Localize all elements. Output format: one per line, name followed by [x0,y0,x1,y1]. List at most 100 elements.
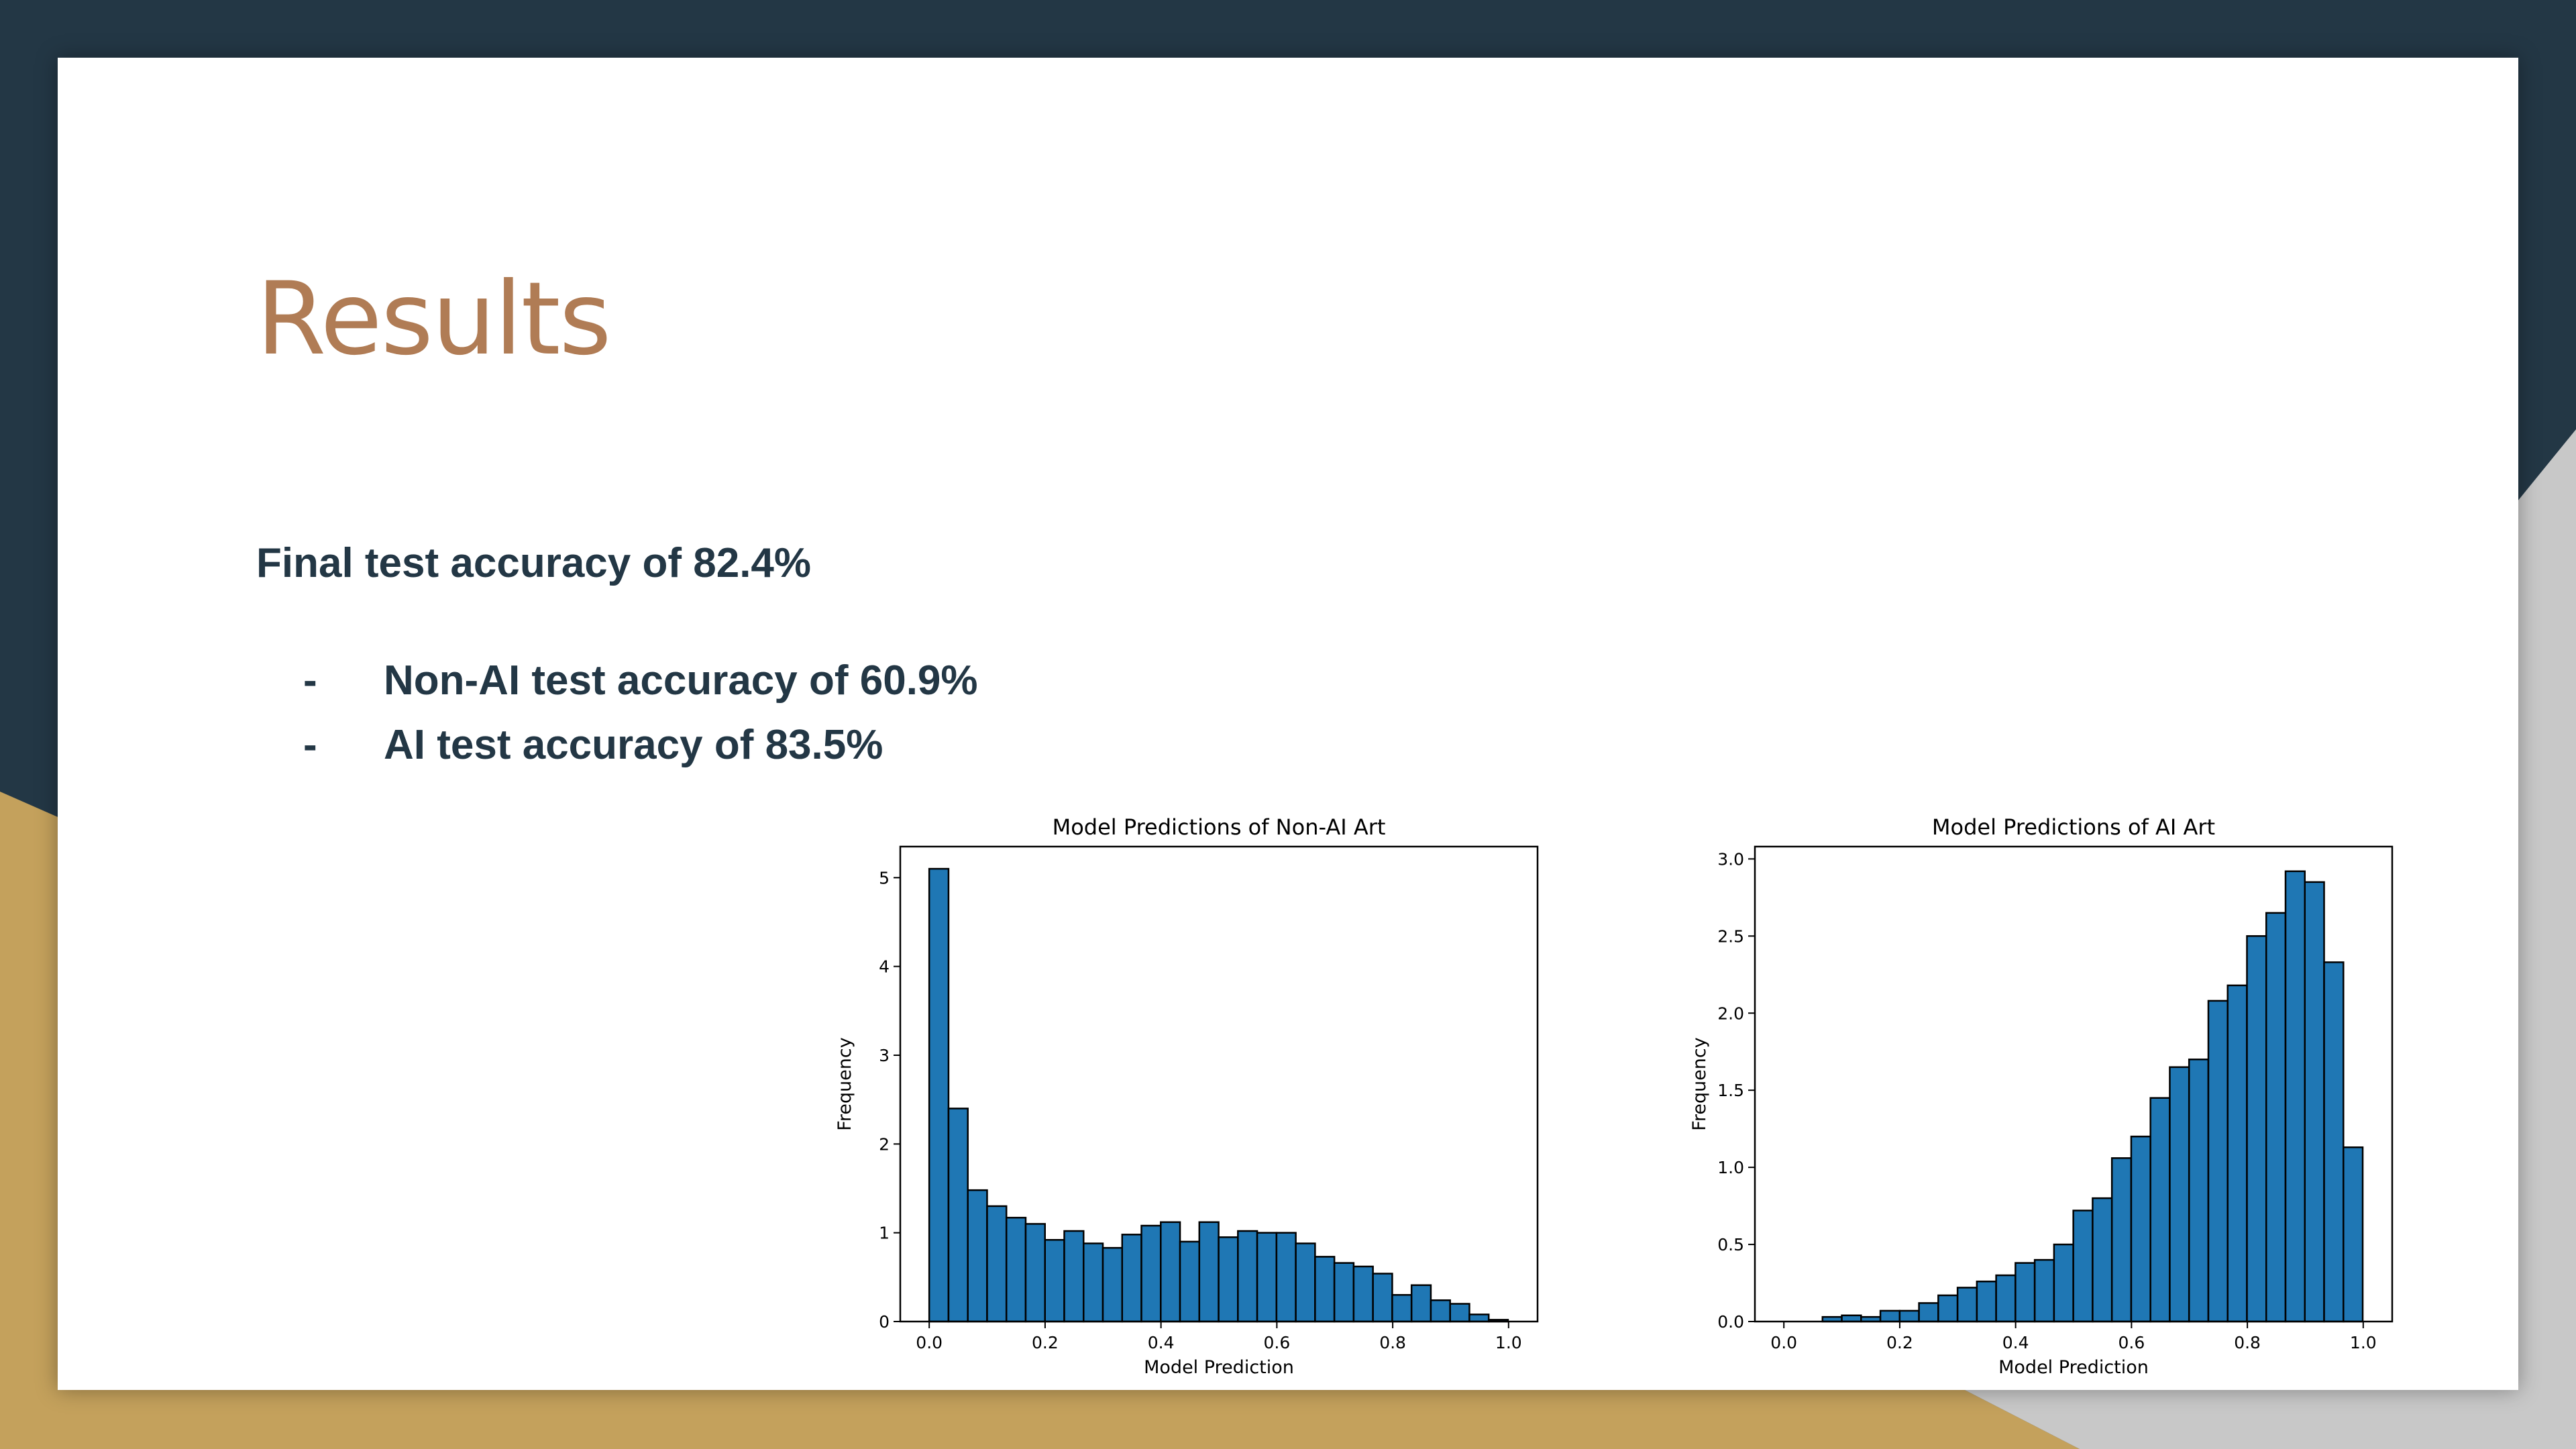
bullet-ai-accuracy: - AI test accuracy of 83.5% [256,712,978,777]
histogram-bar [2149,1097,2171,1323]
histogram-bar [928,867,950,1323]
histogram-bar [1898,1309,1920,1323]
histogram-bar [1841,1314,1862,1323]
x-tick-label: 0.0 [1770,1333,1797,1352]
histogram-bar [1976,1280,1997,1323]
chart-title: Model Predictions of Non-AI Art [1053,814,1386,840]
y-tick-label: 2.5 [1717,926,1744,946]
histogram-bar [1449,1303,1470,1323]
histogram-bar [2015,1262,2036,1323]
bullet-marker: - [303,657,317,704]
histogram-bar [1179,1240,1201,1323]
histogram-bar [1937,1294,1959,1323]
x-tick-label: 0.6 [1263,1333,1290,1352]
y-axis-label: Frequency [835,1037,855,1131]
bullet-marker: - [303,721,317,768]
histogram-bar [1918,1302,1939,1323]
accuracy-bullet-list: - Non-AI test accuracy of 60.9% - AI tes… [256,648,978,777]
y-tick-label: 0.5 [1717,1235,1744,1254]
histogram-bar [1102,1246,1124,1323]
plot-frame [1754,845,2394,1323]
histogram-bar [1160,1221,1181,1323]
histogram-bar [1275,1232,1297,1323]
x-tick-label: 0.2 [1032,1333,1059,1352]
bullet-text: Non-AI test accuracy of 60.9% [384,657,978,704]
histogram-bar [1468,1313,1490,1323]
x-tick-label: 0.2 [1886,1333,1913,1352]
x-tick-label: 0.8 [1379,1333,1406,1352]
histogram-bar [2053,1243,2074,1323]
x-axis-label: Model Prediction [1998,1357,2149,1378]
histogram-bar [2226,984,2248,1323]
histogram-bar [2110,1157,2133,1323]
histogram-bar [2130,1135,2151,1323]
histogram-bar [1410,1284,1432,1323]
plot-frame [899,845,1539,1323]
histogram-bar [1044,1239,1065,1323]
histogram-bar [2304,881,2325,1323]
x-tick-label: 0.0 [916,1333,943,1352]
histogram-bar [2207,1000,2229,1323]
histogram-bar [2033,1258,2055,1323]
y-tick-label: 4 [879,957,890,977]
y-tick-label: 1 [879,1224,890,1243]
y-tick-label: 1.5 [1717,1081,1744,1100]
histogram-bar [986,1205,1008,1323]
histogram-bar [1314,1256,1336,1323]
y-tick-label: 0.0 [1717,1312,1744,1332]
x-tick-label: 0.8 [2234,1333,2261,1352]
y-tick-label: 2.0 [1717,1004,1744,1023]
histogram-bar [1083,1242,1104,1323]
slide-title: Results [256,261,612,378]
histogram-bar [1430,1299,1451,1323]
histogram-bar [1005,1216,1027,1323]
histogram-bar [2343,1146,2364,1323]
histogram-bar [967,1189,988,1323]
chart-title: Model Predictions of AI Art [1932,814,2215,840]
y-tick-label: 3 [879,1046,890,1065]
bullet-text: AI test accuracy of 83.5% [384,721,883,768]
histogram-bar [1352,1265,1374,1323]
histogram-bar [1063,1230,1085,1323]
y-tick-label: 3.0 [1717,849,1744,869]
histogram-bar [2092,1197,2113,1323]
histogram-bar [1218,1236,1239,1323]
histogram-bar [1956,1287,1978,1323]
histogram-bar [1237,1230,1258,1323]
bullet-non-ai-accuracy: - Non-AI test accuracy of 60.9% [256,648,978,712]
histogram-bar [1879,1309,1901,1323]
y-tick-label: 0 [879,1312,890,1332]
histogram-bar [2246,935,2267,1323]
histogram-bar [1198,1221,1220,1323]
y-tick-label: 2 [879,1134,890,1154]
histogram-bar [2265,912,2287,1323]
histogram-bar [1024,1223,1046,1323]
x-tick-label: 1.0 [2350,1333,2377,1352]
histogram-bar [1391,1294,1413,1323]
histogram-bar [2323,961,2345,1323]
y-tick-label: 5 [879,868,890,888]
histogram-bar [2188,1058,2210,1323]
histogram-bar [947,1108,969,1323]
x-tick-label: 1.0 [1495,1333,1522,1352]
histogram-bar [1995,1274,2017,1323]
histogram-bar [1333,1262,1355,1323]
histogram-bar [2072,1210,2094,1323]
histogram-bar [2169,1066,2190,1323]
x-tick-label: 0.4 [2002,1333,2029,1352]
histogram-bar [1140,1224,1162,1323]
y-axis-label: Frequency [1689,1037,1710,1131]
histogram-bar [1372,1273,1393,1323]
slide: Results Final test accuracy of 82.4% - N… [58,58,2518,1390]
x-axis-label: Model Prediction [1144,1357,1294,1378]
histogram-bar [2284,870,2306,1323]
x-tick-label: 0.4 [1148,1333,1175,1352]
histogram-bar [1295,1242,1316,1323]
ai-histogram: 0.0 0.2 0.4 0.6 0.8 1.0 0.0 0.5 1.0 1.5 2.0 2.5 3.0 M… [1689,814,2394,1378]
y-tick-label: 1.0 [1717,1158,1744,1177]
x-tick-label: 0.6 [2118,1333,2145,1352]
histogram-bar [1121,1234,1142,1323]
non-ai-histogram: 0.0 0.2 0.4 0.6 0.8 1.0 0 1 2 3 4 5 Model Prediction… [835,814,1539,1378]
histogram-bar [1256,1232,1278,1323]
final-accuracy-text: Final test accuracy of 82.4% [256,540,812,586]
